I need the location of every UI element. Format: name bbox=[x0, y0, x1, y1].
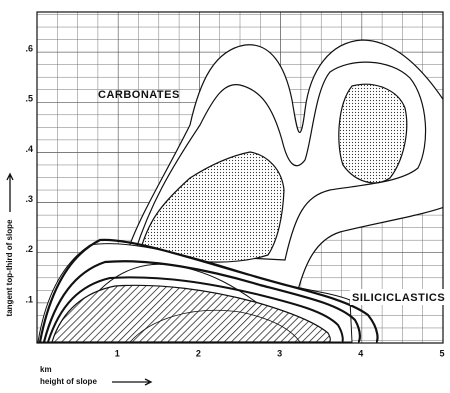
x-tick-label: 5 bbox=[439, 348, 444, 358]
siliciclastic-contour bbox=[129, 309, 301, 343]
y-axis-arrow bbox=[6, 172, 14, 212]
y-tick-label: .3 bbox=[25, 194, 33, 204]
siliciclastic-contour bbox=[42, 260, 361, 343]
x-axis-label: height of slope bbox=[40, 377, 97, 386]
y-tick-label: .2 bbox=[25, 244, 33, 254]
siliciclastic-core bbox=[51, 284, 331, 343]
plot-frame bbox=[36, 11, 444, 344]
siliciclastic-contour bbox=[38, 238, 379, 343]
x-tick-label: 4 bbox=[358, 348, 363, 358]
x-axis-arrow bbox=[112, 378, 153, 386]
y-tick-label: .1 bbox=[25, 294, 33, 304]
contours bbox=[37, 39, 443, 343]
x-tick-label: 3 bbox=[277, 348, 282, 358]
annotation: SILICICLASTICS bbox=[352, 292, 445, 304]
y-tick-label: .5 bbox=[25, 94, 33, 104]
annotation: CARBONATES bbox=[98, 89, 180, 101]
x-unit-label: km bbox=[40, 365, 52, 374]
x-tick-label: 1 bbox=[115, 348, 120, 358]
label-background bbox=[350, 289, 444, 305]
carbonate-core bbox=[338, 83, 408, 184]
x-tick-label: 2 bbox=[196, 348, 201, 358]
siliciclastic-contour bbox=[47, 276, 344, 343]
y-axis-label: tangent top-third of slope bbox=[5, 219, 14, 316]
y-tick-label: .6 bbox=[25, 43, 33, 53]
y-tick-label: .4 bbox=[25, 144, 33, 154]
carbonate-core bbox=[139, 151, 285, 263]
